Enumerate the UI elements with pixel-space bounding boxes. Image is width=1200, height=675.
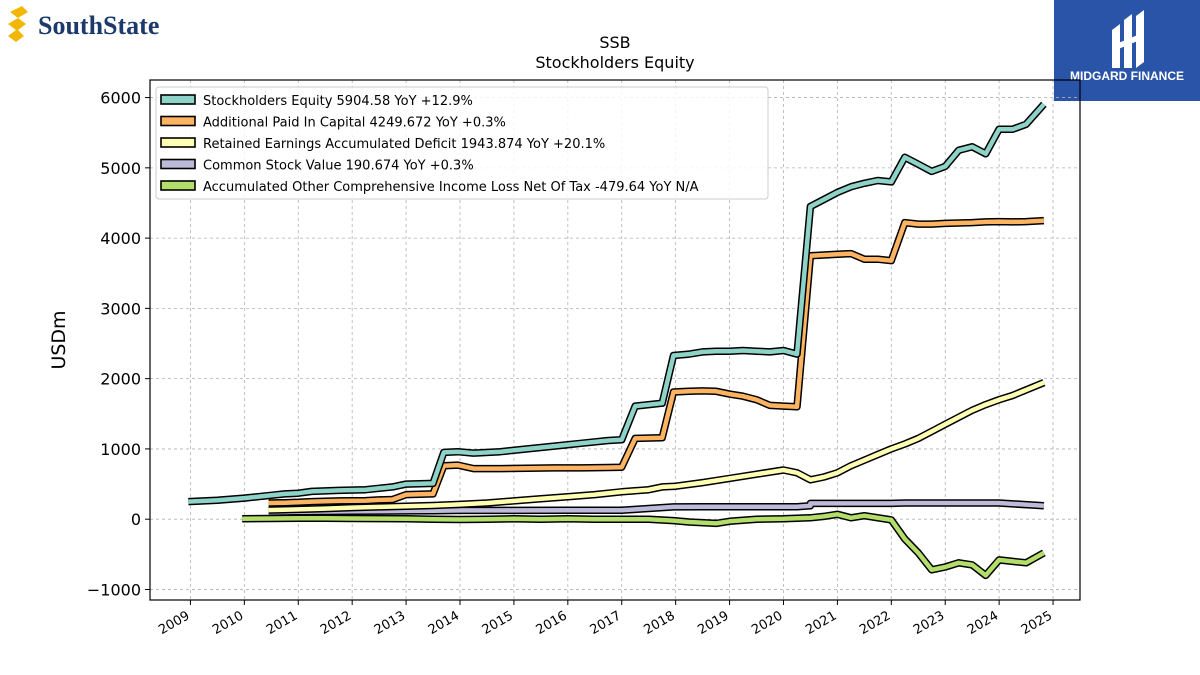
x-axis: 2009 2010 2011 2012 2013 2014 2015 2016 2017 2018… — [156, 600, 1055, 638]
legend-label-0: Stockholders Equity 5904.58 YoY +12.9% — [203, 94, 473, 109]
x-tick-label: 2020 — [749, 608, 785, 638]
legend: Stockholders Equity 5904.58 YoY +12.9% Ad… — [155, 86, 769, 200]
x-tick-label: 2015 — [480, 608, 516, 638]
y-tick-label: 3000 — [100, 299, 141, 318]
legend-label-4: Accumulated Other Comprehensive Income L… — [203, 180, 699, 195]
legend-swatch-2 — [160, 137, 196, 148]
x-tick-label: 2023 — [911, 608, 947, 638]
legend-swatch-0 — [160, 94, 196, 105]
y-axis-label: USDm — [48, 310, 70, 369]
x-tick-label: 2021 — [803, 608, 839, 638]
legend-label-1: Additional Paid In Capital 4249.672 YoY … — [203, 116, 506, 131]
midgard-finance-logo: MIDGARD FINANCE — [1054, 0, 1200, 101]
y-tick-label: 1000 — [100, 440, 141, 459]
y-tick-label: 4000 — [100, 229, 141, 248]
chart-title: SSB — [599, 33, 630, 52]
legend-label-3: Common Stock Value 190.674 YoY +0.3% — [203, 159, 474, 174]
southstate-logo: SouthState — [4, 4, 194, 46]
x-tick-label: 2024 — [965, 608, 1001, 638]
x-tick-label: 2016 — [534, 608, 570, 638]
midgard-finance-logo-text: MIDGARD FINANCE — [1070, 69, 1184, 83]
legend-swatch-3 — [160, 158, 196, 170]
series-outline-4 — [242, 510, 1046, 580]
x-tick-label: 2009 — [156, 608, 192, 638]
southstate-logo-mark: SouthState — [8, 6, 159, 42]
x-tick-label: 2019 — [695, 608, 731, 638]
x-tick-label: 2018 — [641, 608, 677, 638]
series-layer — [188, 101, 1047, 580]
series-line-4 — [242, 512, 1045, 578]
series-outline-1 — [268, 216, 1045, 507]
x-tick-label: 2025 — [1019, 608, 1055, 638]
x-tick-label: 2013 — [372, 608, 408, 638]
series-line-1 — [268, 218, 1045, 506]
southstate-logo-text: SouthState — [38, 11, 159, 40]
series-line-3 — [268, 500, 1045, 515]
legend-label-2: Retained Earnings Accumulated Deficit 19… — [203, 137, 605, 152]
x-tick-label: 2011 — [264, 608, 300, 638]
legend-swatch-1 — [160, 115, 196, 127]
x-tick-label: 2010 — [210, 608, 246, 638]
legend-swatch-4 — [160, 180, 196, 191]
x-tick-label: 2014 — [426, 608, 462, 638]
y-tick-label: 5000 — [100, 159, 141, 178]
series-line-0 — [188, 102, 1046, 504]
x-tick-label: 2017 — [588, 608, 624, 638]
y-tick-label: −1000 — [87, 580, 141, 599]
plot-frame — [149, 79, 1081, 601]
midgard-finance-logo-mark: MIDGARD FINANCE — [1054, 0, 1200, 101]
x-tick-label: 2022 — [857, 608, 893, 638]
legend-box — [155, 86, 769, 200]
x-tick-label: 2012 — [318, 608, 354, 638]
y-axis: −1000 0 1000 2000 3000 4000 5000 6000 — [87, 89, 150, 599]
series-line-2 — [268, 380, 1045, 513]
y-tick-label: 0 — [131, 510, 141, 529]
chart-subtitle: Stockholders Equity — [535, 53, 694, 72]
y-tick-label: 6000 — [100, 89, 141, 108]
y-tick-label: 2000 — [100, 370, 141, 389]
